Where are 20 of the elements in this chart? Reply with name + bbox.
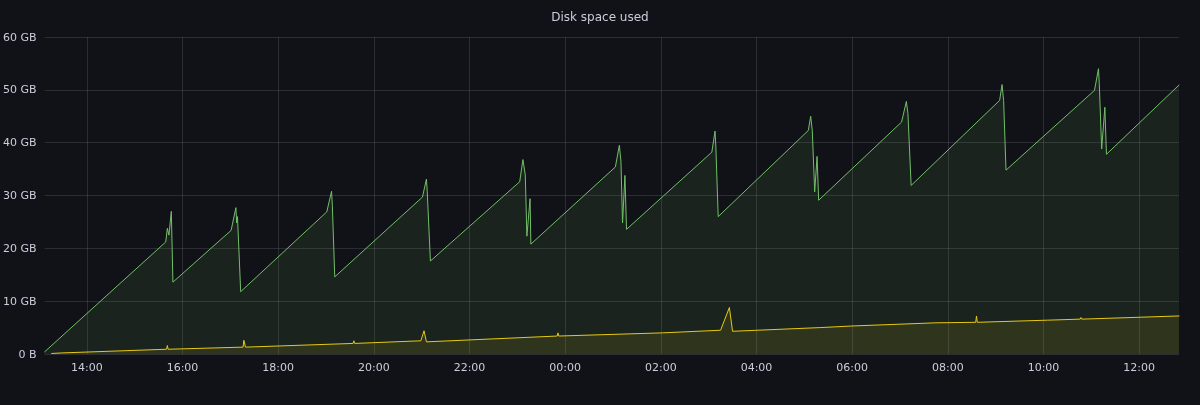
x-tick-label: 12:00 [1123,361,1155,374]
x-tick-label: 18:00 [262,361,294,374]
x-tick-label: 04:00 [740,361,773,374]
y-tick-label: 30 GB [2,189,37,202]
chart-title: Disk space used [551,10,649,24]
y-tick-label: 10 GB [2,294,37,308]
x-tick-label: 00:00 [549,361,581,374]
x-tick-label: 08:00 [931,361,964,374]
y-tick-label: 20 GB [2,241,37,255]
y-tick-label: 60 GB [2,30,37,44]
x-tick-label: 20:00 [357,361,390,374]
x-tick-label: 10:00 [1027,361,1060,374]
x-tick-label: 14:00 [70,361,103,374]
y-tick-label: 40 GB [2,136,37,150]
x-tick-label: 22:00 [453,361,486,374]
x-tick-label: 06:00 [836,361,868,374]
y-tick-label: 0 B [18,347,37,361]
y-tick-label: 50 GB [2,83,37,97]
x-tick-label: 16:00 [166,361,199,374]
x-tick-label: 02:00 [644,361,677,374]
